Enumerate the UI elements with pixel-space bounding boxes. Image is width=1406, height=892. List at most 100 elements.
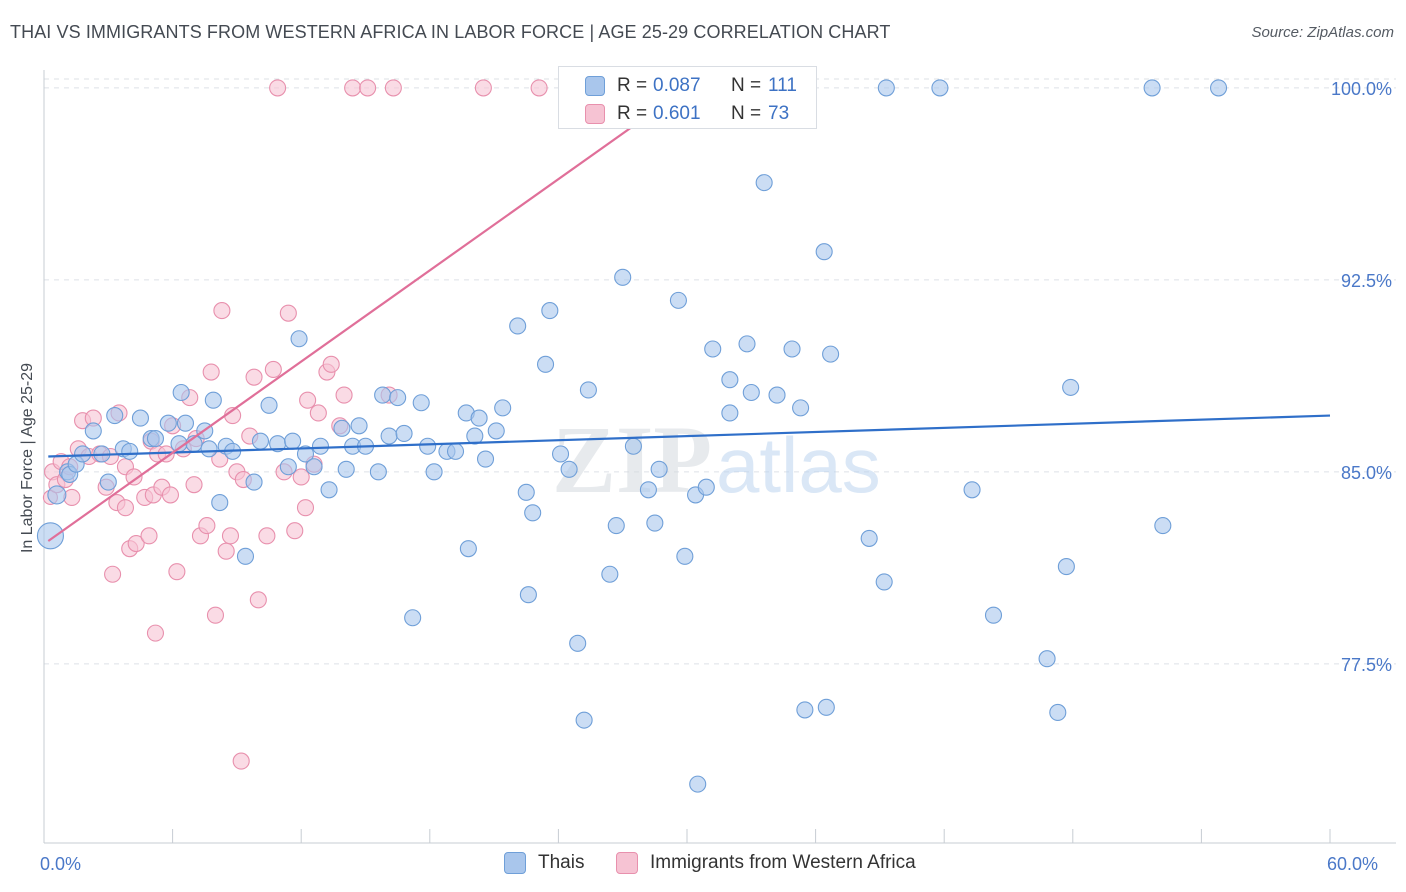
thais-point <box>1154 517 1172 535</box>
thais-point <box>639 481 657 499</box>
series-legend: Thais Immigrants from Western Africa <box>0 852 1406 878</box>
thais-point <box>84 422 102 440</box>
thais-point <box>650 460 668 478</box>
thais-point <box>1209 79 1228 97</box>
y-tick-label: 100.0% <box>1331 79 1392 99</box>
western-africa-point <box>140 527 158 545</box>
thais-point <box>541 302 559 320</box>
thais-swatch <box>585 76 605 96</box>
thais-point <box>131 409 149 427</box>
watermark-zip: ZIP <box>552 406 712 513</box>
thais-point <box>1057 558 1075 576</box>
tick-labels: 100.0% 92.5% 85.0% 77.5% 0.0% 60.0% <box>40 79 1392 874</box>
western-africa-trend-line <box>47 87 688 542</box>
r-value: 0.601 <box>653 103 701 124</box>
thais-point <box>817 698 835 716</box>
legend-item-thais[interactable]: Thais <box>504 852 584 874</box>
thais-point <box>350 417 368 435</box>
western-africa-point <box>384 79 402 97</box>
thais-point <box>466 427 484 445</box>
western-africa-point <box>232 752 250 770</box>
thais-point <box>284 432 302 450</box>
thais-point <box>47 485 67 505</box>
western-africa-point <box>185 476 203 494</box>
thais-point <box>860 529 878 547</box>
source-credit: Source: ZipAtlas.com <box>1251 24 1394 41</box>
thais-point <box>333 419 351 437</box>
thais-point <box>536 355 555 373</box>
thais-point <box>614 268 632 286</box>
western-africa-point <box>474 79 492 97</box>
thais-point <box>404 609 422 627</box>
thais-point <box>984 606 1003 624</box>
legend-label-thais: Thais <box>538 852 585 873</box>
thais-point <box>146 430 165 448</box>
thais-point <box>395 424 413 443</box>
axes <box>43 70 1396 844</box>
thais-point <box>783 340 801 358</box>
western-africa-point <box>127 534 145 553</box>
x-tick-label: 60.0% <box>1327 854 1378 874</box>
thais-point <box>374 386 392 404</box>
thais-trend-line <box>48 414 1331 458</box>
thais-point <box>1038 650 1056 668</box>
western-africa-point <box>125 468 143 486</box>
thais-point <box>260 396 278 414</box>
thais-point <box>1062 378 1080 396</box>
western-africa-point <box>213 302 231 320</box>
thais-point <box>669 291 687 309</box>
thais-point <box>311 437 330 455</box>
thais-point <box>877 79 895 97</box>
thais-point <box>487 422 505 440</box>
legend-item-western-africa[interactable]: Immigrants from Western Africa <box>616 852 916 874</box>
thais-point <box>815 243 833 261</box>
western-africa-point <box>359 79 377 97</box>
western-africa-point <box>161 486 180 504</box>
thais-point <box>290 330 308 348</box>
thais-point <box>279 458 297 476</box>
thais-point <box>931 79 949 97</box>
thais-point <box>320 481 338 499</box>
thais-point <box>624 437 642 455</box>
thais-point <box>121 442 139 460</box>
western-africa-point <box>279 304 297 322</box>
n-label: N = <box>731 103 762 124</box>
series-thais-points <box>36 79 1228 793</box>
western-africa-swatch <box>585 104 605 124</box>
thais-point <box>419 437 437 455</box>
thais-point <box>459 540 477 558</box>
thais-point <box>305 458 323 476</box>
thais-point <box>689 775 707 793</box>
thais-point <box>822 345 840 363</box>
watermark-atlas: atlas <box>716 421 881 509</box>
r-value: 0.087 <box>653 75 701 96</box>
thais-point <box>963 481 981 499</box>
thais-point <box>176 414 195 432</box>
thais-point <box>369 463 387 481</box>
western-africa-point <box>217 542 235 560</box>
thais-point <box>755 174 773 192</box>
thais-point <box>425 463 443 481</box>
thais-point <box>551 445 570 463</box>
n-value: 111 <box>768 75 797 96</box>
western-africa-point <box>221 527 240 545</box>
thais-swatch <box>504 852 526 874</box>
thais-point <box>1049 703 1067 722</box>
western-africa-point <box>322 355 340 373</box>
r-label: R = <box>617 103 648 124</box>
thais-point <box>792 399 810 417</box>
legend-label-western-africa: Immigrants from Western Africa <box>650 852 916 873</box>
thais-point <box>236 547 255 565</box>
y-tick-label: 92.5% <box>1341 271 1392 291</box>
y-tick-label: 77.5% <box>1341 655 1392 675</box>
thais-point <box>768 386 786 404</box>
thais-point <box>796 701 814 719</box>
thais-point <box>106 406 124 425</box>
thais-point <box>560 460 578 478</box>
thais-point <box>676 547 694 565</box>
thais-point <box>211 494 229 512</box>
thais-point <box>172 383 190 402</box>
thais-point <box>36 522 64 550</box>
thais-point <box>476 450 495 468</box>
